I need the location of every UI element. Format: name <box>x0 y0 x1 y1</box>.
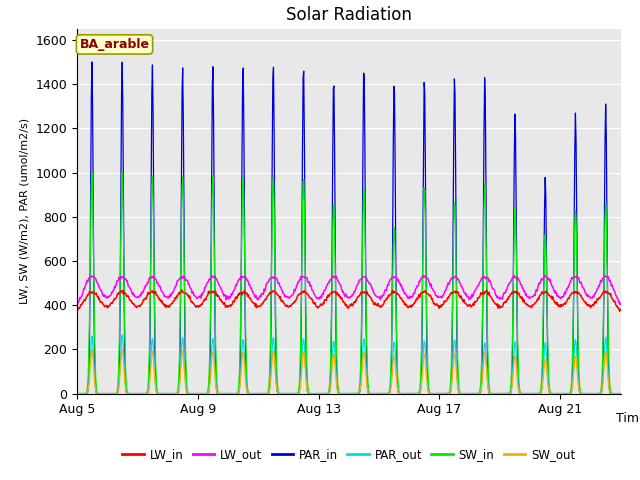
PAR_out <box>73 391 81 396</box>
PAR_in <box>88 59 96 65</box>
SW_in <box>88 169 96 175</box>
PAR_out <box>93 389 100 395</box>
PAR_in <box>93 391 101 396</box>
PAR_out <box>202 391 209 396</box>
Line: LW_in: LW_in <box>77 290 621 311</box>
LW_in <box>382 298 390 303</box>
LW_in <box>73 308 81 314</box>
LW_out <box>617 301 625 307</box>
LW_out <box>271 275 278 281</box>
PAR_in <box>73 391 81 396</box>
LW_in <box>616 308 623 314</box>
Legend: LW_in, LW_out, PAR_in, PAR_out, SW_in, SW_out: LW_in, LW_out, PAR_in, PAR_out, SW_in, S… <box>118 443 580 466</box>
PAR_in <box>513 284 520 290</box>
SW_out <box>301 354 308 360</box>
SW_out <box>382 391 390 396</box>
SW_in <box>93 389 101 395</box>
SW_in <box>513 285 520 291</box>
Line: SW_out: SW_out <box>77 349 621 394</box>
PAR_in <box>202 391 209 396</box>
SW_out <box>202 391 209 396</box>
SW_in <box>301 203 308 209</box>
LW_out <box>381 287 389 293</box>
SW_out <box>73 391 81 396</box>
LW_out <box>73 303 81 309</box>
Line: SW_in: SW_in <box>77 172 621 394</box>
SW_out <box>271 372 279 377</box>
Line: PAR_out: PAR_out <box>77 335 621 394</box>
LW_in <box>513 288 520 294</box>
PAR_in <box>301 133 308 139</box>
LW_out <box>201 285 209 290</box>
LW_in <box>202 297 209 303</box>
LW_in <box>617 307 625 312</box>
LW_out <box>513 275 520 281</box>
SW_in <box>202 391 209 396</box>
Title: Solar Radiation: Solar Radiation <box>286 6 412 24</box>
Line: LW_out: LW_out <box>77 276 621 306</box>
PAR_out <box>513 361 520 367</box>
SW_out <box>93 390 101 396</box>
SW_out <box>617 391 625 396</box>
LW_in <box>178 288 186 293</box>
SW_out <box>88 347 96 352</box>
PAR_out <box>382 391 390 396</box>
Line: PAR_in: PAR_in <box>77 62 621 394</box>
LW_out <box>541 273 549 278</box>
LW_in <box>271 289 279 295</box>
X-axis label: Time: Time <box>616 412 640 425</box>
LW_in <box>301 288 308 293</box>
PAR_in <box>617 391 625 396</box>
PAR_out <box>617 391 625 396</box>
LW_out <box>300 274 308 280</box>
PAR_in <box>271 308 279 314</box>
LW_out <box>93 277 100 283</box>
PAR_out <box>301 343 308 348</box>
SW_in <box>271 294 279 300</box>
Text: BA_arable: BA_arable <box>79 38 150 51</box>
SW_in <box>617 391 625 396</box>
PAR_in <box>382 391 390 396</box>
SW_in <box>73 391 81 396</box>
SW_out <box>513 370 520 375</box>
Y-axis label: LW, SW (W/m2), PAR (umol/m2/s): LW, SW (W/m2), PAR (umol/m2/s) <box>20 118 29 304</box>
SW_in <box>382 391 390 396</box>
LW_in <box>93 290 100 296</box>
PAR_out <box>271 366 279 372</box>
PAR_out <box>118 332 126 338</box>
